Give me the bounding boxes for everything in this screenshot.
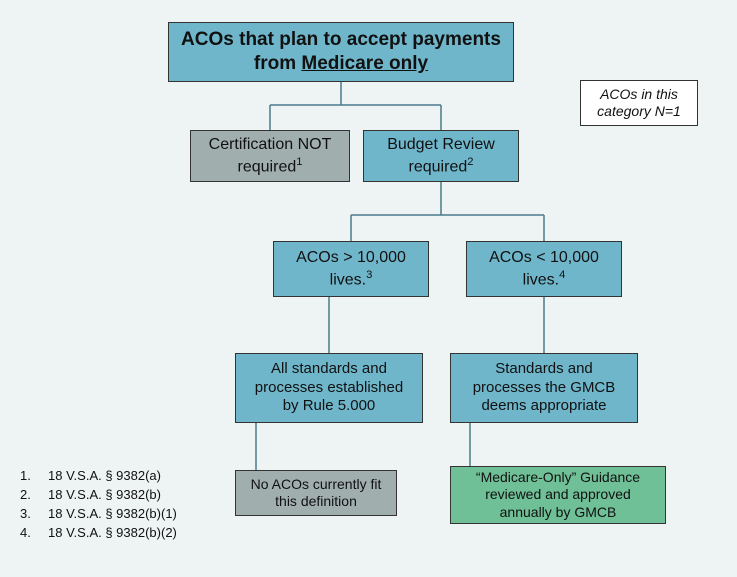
acos-lt-sup: 4 bbox=[559, 269, 565, 281]
certification-sup: 1 bbox=[296, 156, 302, 168]
footnote-num: 4. bbox=[20, 524, 48, 543]
no-fit-text: No ACOs currently fit this definition bbox=[246, 476, 386, 511]
acos-gt-sup: 3 bbox=[366, 269, 372, 281]
guidance-text: “Medicare-Only” Guidance reviewed and ap… bbox=[461, 469, 655, 522]
acos-gt-box: ACOs > 10,000 lives.3 bbox=[273, 241, 429, 297]
footnote-cite: 18 V.S.A. § 9382(b)(1) bbox=[48, 505, 177, 524]
footnote-row: 3. 18 V.S.A. § 9382(b)(1) bbox=[20, 505, 177, 524]
footnote-cite: 18 V.S.A. § 9382(a) bbox=[48, 467, 161, 486]
gmcb-box: Standards and processes the GMCB deems a… bbox=[450, 353, 638, 423]
certification-box: Certification NOT required1 bbox=[190, 130, 350, 182]
footnote-num: 3. bbox=[20, 505, 48, 524]
title-box: ACOs that plan to accept payments from M… bbox=[168, 22, 514, 82]
footnote-cite: 18 V.S.A. § 9382(b)(2) bbox=[48, 524, 177, 543]
category-note-text: ACOs in this category N=1 bbox=[591, 86, 687, 121]
title-line2-underlined: Medicare only bbox=[301, 53, 428, 74]
certification-text: Certification NOT required bbox=[209, 136, 332, 175]
footnote-row: 1. 18 V.S.A. § 9382(a) bbox=[20, 467, 177, 486]
acos-lt-box: ACOs < 10,000 lives.4 bbox=[466, 241, 622, 297]
budget-review-text: Budget Review required bbox=[387, 136, 495, 175]
rule-text: All standards and processes established … bbox=[246, 360, 412, 416]
footnotes-list: 1. 18 V.S.A. § 9382(a) 2. 18 V.S.A. § 93… bbox=[20, 467, 177, 542]
footnote-num: 2. bbox=[20, 486, 48, 505]
acos-gt-text: ACOs > 10,000 lives. bbox=[296, 249, 406, 288]
title-line1: ACOs that plan to accept payments bbox=[181, 29, 501, 50]
budget-review-sup: 2 bbox=[467, 156, 473, 168]
guidance-box: “Medicare-Only” Guidance reviewed and ap… bbox=[450, 466, 666, 524]
category-note-box: ACOs in this category N=1 bbox=[580, 80, 698, 126]
footnote-cite: 18 V.S.A. § 9382(b) bbox=[48, 486, 161, 505]
gmcb-text: Standards and processes the GMCB deems a… bbox=[461, 360, 627, 416]
footnote-row: 4. 18 V.S.A. § 9382(b)(2) bbox=[20, 524, 177, 543]
footnote-num: 1. bbox=[20, 467, 48, 486]
acos-lt-text: ACOs < 10,000 lives. bbox=[489, 249, 599, 288]
budget-review-box: Budget Review required2 bbox=[363, 130, 519, 182]
footnote-row: 2. 18 V.S.A. § 9382(b) bbox=[20, 486, 177, 505]
title-line2-prefix: from bbox=[254, 53, 302, 74]
no-fit-box: No ACOs currently fit this definition bbox=[235, 470, 397, 516]
rule-box: All standards and processes established … bbox=[235, 353, 423, 423]
